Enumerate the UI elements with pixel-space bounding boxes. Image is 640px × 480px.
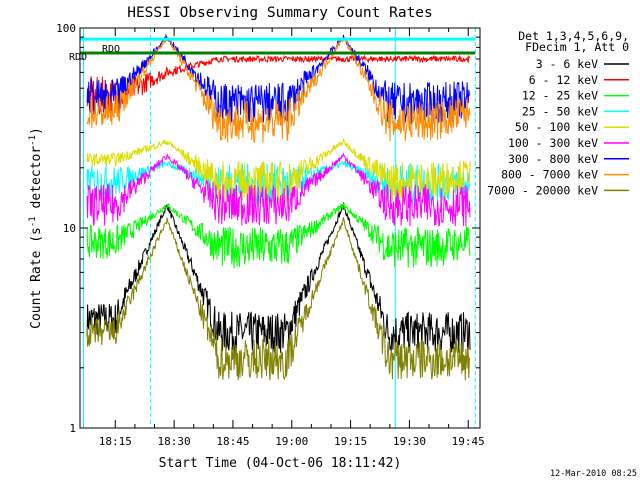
- legend-label-2: 12 - 25 keV: [522, 89, 598, 103]
- legend-label-1: 6 - 12 keV: [529, 73, 598, 87]
- chart-title: HESSI Observing Summary Count Rates: [127, 5, 433, 21]
- x-tick-label-3: 19:00: [275, 435, 308, 448]
- x-axis-label: Start Time (04-Oct-06 18:11:42): [159, 456, 402, 471]
- x-tick-label-2: 18:45: [216, 435, 249, 448]
- axis-layer: 1 10 100 18:15 18:30 18:45 19:00 19:15 19:30 19:4…: [56, 22, 485, 448]
- legend-header-line-1: Det 1,3,4,5,6,9,: [518, 29, 629, 43]
- y-tick-label-1: 10: [63, 222, 76, 235]
- x-tick-label-0: 18:15: [99, 435, 132, 448]
- legend-label-4: 50 - 100 keV: [515, 120, 598, 134]
- annotation-rdo-1: RDO: [69, 52, 87, 63]
- series-layer: [86, 33, 471, 381]
- legend-label-7: 800 - 7000 keV: [501, 168, 598, 182]
- x-tick-label-4: 19:15: [334, 435, 367, 448]
- y-tick-label-2: 100: [56, 22, 76, 35]
- x-tick-label-6: 19:45: [452, 435, 485, 448]
- series-line-8: [86, 217, 471, 381]
- x-tick-label-1: 18:30: [158, 435, 191, 448]
- series-line-2: [86, 202, 471, 269]
- annotation-rdo-2: RDO: [102, 44, 120, 55]
- legend-header-line-2: FDecim 1, Att 0: [525, 40, 629, 54]
- legend-label-6: 300 - 800 keV: [508, 152, 598, 166]
- y-axis-label: Count Rate (s-1 detector-1): [28, 127, 44, 329]
- legend-label-8: 7000 - 20000 keV: [487, 183, 598, 197]
- reference-level-layer: [80, 37, 476, 55]
- series-line-5: [86, 152, 471, 227]
- legend-label-3: 25 - 50 keV: [522, 104, 598, 118]
- series-line-7: [86, 36, 471, 144]
- x-tick-label-5: 19:30: [393, 435, 426, 448]
- series-line-0: [86, 202, 471, 354]
- series-line-1: [86, 54, 471, 118]
- y-tick-label-0: 1: [69, 422, 76, 435]
- series-line-6: [86, 33, 471, 125]
- legend-label-0: 3 - 6 keV: [536, 57, 598, 71]
- footer-date: 12-Mar-2010 08:25: [550, 469, 637, 479]
- legend-label-5: 100 - 300 keV: [508, 136, 598, 150]
